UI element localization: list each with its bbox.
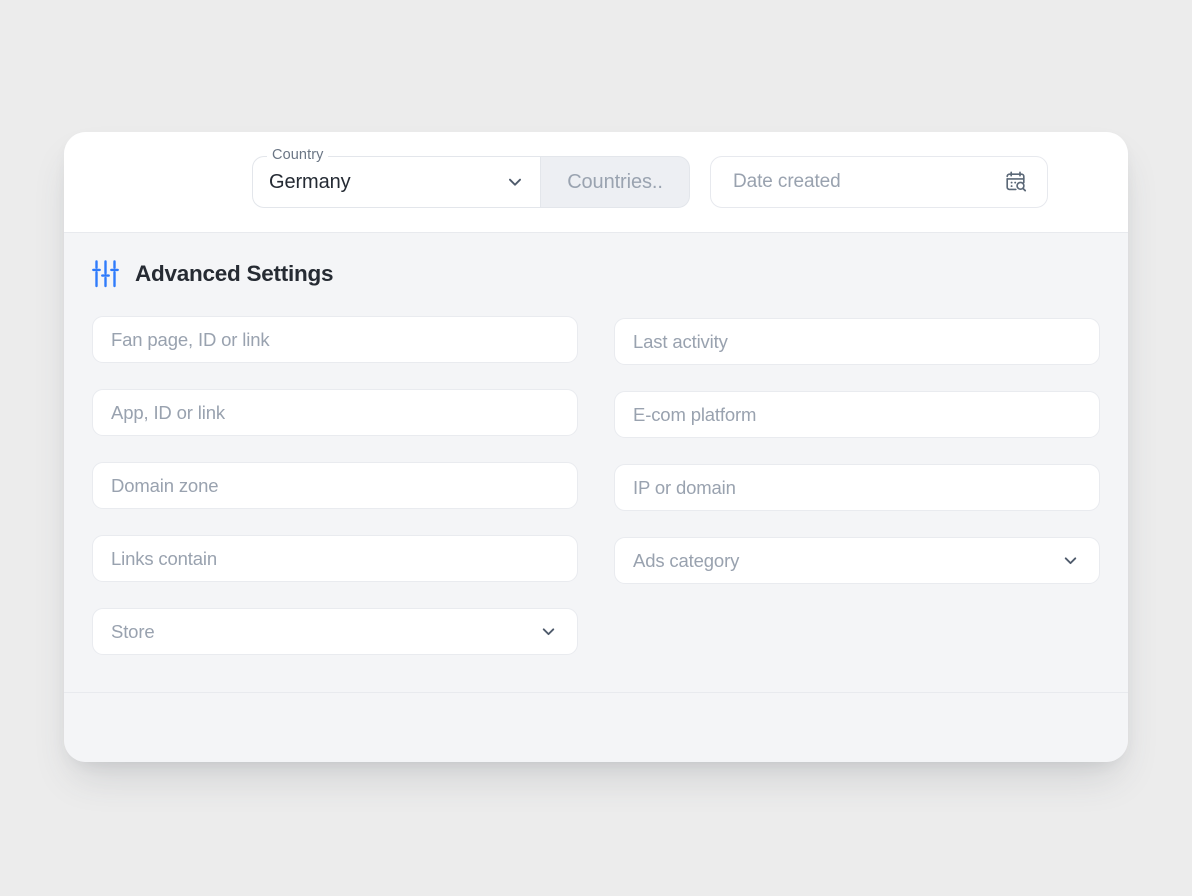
calendar-search-icon[interactable] xyxy=(1003,169,1029,195)
country-filter-group: Country Germany Countries.. xyxy=(252,148,690,208)
country-selected-value: Germany xyxy=(269,170,351,193)
card-header: Country Germany Countries.. Date created xyxy=(64,132,1128,233)
sliders-icon xyxy=(92,259,119,289)
chevron-down-icon xyxy=(1060,550,1081,571)
app-field[interactable]: App, ID or link xyxy=(92,389,578,436)
header-controls: Country Germany Countries.. Date created xyxy=(252,148,1048,208)
date-created-field[interactable]: Date created xyxy=(710,156,1048,208)
advanced-settings-header: Advanced Settings xyxy=(92,259,1100,289)
fan-page-field[interactable]: Fan page, ID or link xyxy=(92,316,578,363)
ip-or-domain-placeholder: IP or domain xyxy=(633,476,736,498)
chevron-down-icon xyxy=(538,621,559,642)
right-field-column: Last activity E-com platform IP or domai… xyxy=(614,316,1100,655)
card-footer xyxy=(64,692,1128,762)
links-contain-field[interactable]: Links contain xyxy=(92,535,578,582)
countries-chip[interactable]: Countries.. xyxy=(540,156,690,208)
country-select[interactable]: Country Germany xyxy=(252,148,540,208)
ads-category-placeholder: Ads category xyxy=(633,549,740,571)
filter-card: Country Germany Countries.. Date created xyxy=(64,132,1128,762)
advanced-fields-grid: Fan page, ID or link App, ID or link Dom… xyxy=(92,316,1100,655)
store-select[interactable]: Store xyxy=(92,608,578,655)
advanced-settings-title: Advanced Settings xyxy=(135,261,334,286)
ecom-platform-placeholder: E-com platform xyxy=(633,403,757,425)
links-contain-placeholder: Links contain xyxy=(111,547,218,569)
fan-page-placeholder: Fan page, ID or link xyxy=(111,328,270,350)
app-placeholder: App, ID or link xyxy=(111,401,225,423)
advanced-settings-body: Advanced Settings Fan page, ID or link A… xyxy=(64,233,1128,692)
left-field-column: Fan page, ID or link App, ID or link Dom… xyxy=(92,316,578,655)
domain-zone-field[interactable]: Domain zone xyxy=(92,462,578,509)
domain-zone-placeholder: Domain zone xyxy=(111,474,219,496)
chevron-down-icon xyxy=(504,171,526,193)
last-activity-field[interactable]: Last activity xyxy=(614,318,1100,365)
ads-category-select[interactable]: Ads category xyxy=(614,537,1100,584)
ecom-platform-field[interactable]: E-com platform xyxy=(614,391,1100,438)
last-activity-placeholder: Last activity xyxy=(633,330,728,352)
store-placeholder: Store xyxy=(111,620,155,642)
country-label: Country xyxy=(267,148,329,163)
countries-chip-label: Countries.. xyxy=(567,170,663,193)
date-created-placeholder: Date created xyxy=(733,171,841,192)
ip-or-domain-field[interactable]: IP or domain xyxy=(614,464,1100,511)
